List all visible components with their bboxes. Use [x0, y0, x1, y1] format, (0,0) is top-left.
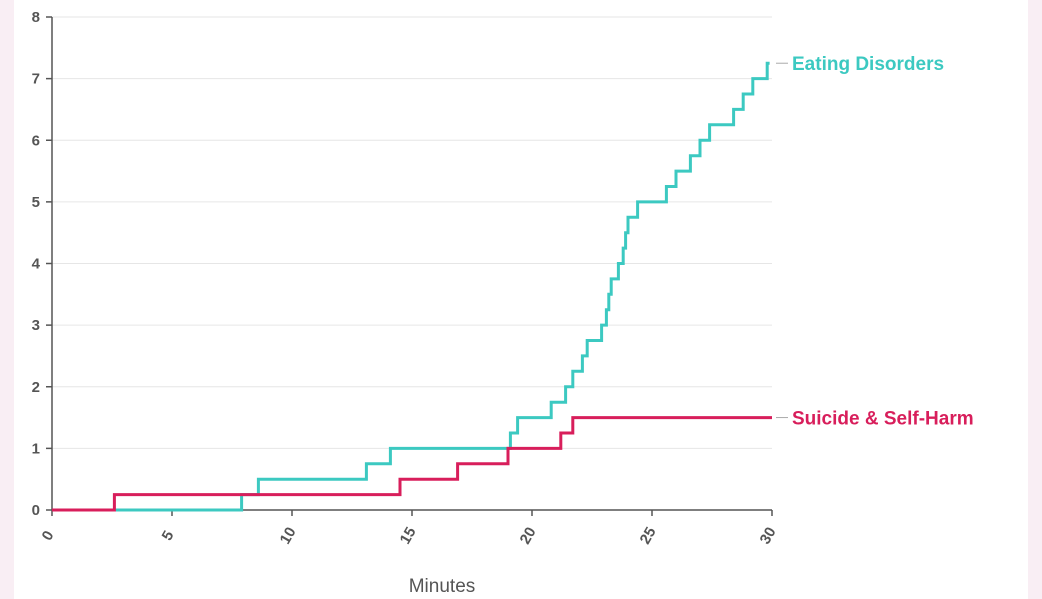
y-axis: 0 1 2 3 4 5 6 7 8	[32, 9, 53, 519]
y-tick-label-1: 1	[32, 440, 40, 457]
x-tick-label-30: 30	[757, 524, 780, 547]
y-tick-label-2: 2	[32, 379, 40, 396]
y-tick-label-8: 8	[32, 9, 40, 26]
series-line-0	[52, 61, 770, 512]
series-label-0: Eating Disorders	[792, 54, 944, 75]
y-tick-label-3: 3	[32, 317, 40, 334]
y-tick-label-7: 7	[32, 71, 40, 88]
x-tick-label-10: 10	[277, 524, 300, 547]
x-tick-label-20: 20	[517, 524, 540, 547]
x-tick-label-5: 5	[159, 528, 178, 544]
series-line-1	[52, 416, 772, 512]
step-line-chart: 0 5 10 15 20 25 30 0 1 2 3 4 5 6 7 8 Eating Disorders S…	[32, 9, 974, 597]
series-labels: Eating Disorders Suicide & Self-Harm	[776, 54, 974, 430]
y-tick-label-4: 4	[32, 256, 41, 273]
x-tick-label-15: 15	[397, 524, 420, 547]
x-axis: 0 5 10 15 20 25 30	[39, 510, 780, 547]
grid-lines	[52, 16, 772, 511]
chart-card: 0 5 10 15 20 25 30 0 1 2 3 4 5 6 7 8 Eating Disorders S…	[14, 0, 1028, 599]
series-label-1: Suicide & Self-Harm	[792, 409, 974, 430]
y-tick-label-6: 6	[32, 132, 40, 149]
y-tick-label-0: 0	[32, 502, 40, 519]
x-tick-label-25: 25	[637, 524, 660, 547]
y-tick-label-5: 5	[32, 194, 40, 211]
x-axis-title: Minutes	[409, 576, 476, 597]
x-tick-label-0: 0	[39, 528, 58, 544]
series-lines	[52, 61, 772, 512]
